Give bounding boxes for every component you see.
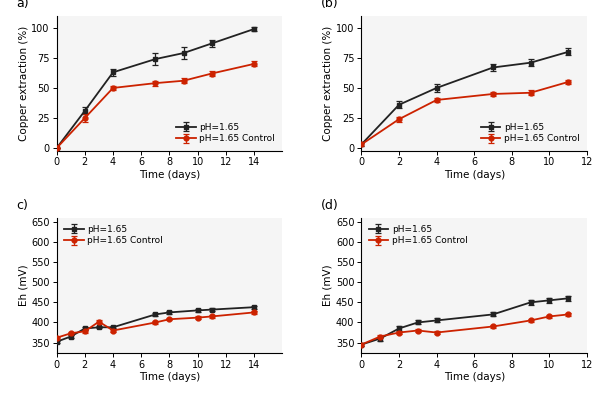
X-axis label: Time (days): Time (days) xyxy=(443,372,505,382)
Y-axis label: Copper extraction (%): Copper extraction (%) xyxy=(323,26,333,141)
Legend: pH=1.65, pH=1.65 Control: pH=1.65, pH=1.65 Control xyxy=(173,120,278,146)
Legend: pH=1.65, pH=1.65 Control: pH=1.65, pH=1.65 Control xyxy=(478,120,582,146)
Text: (b): (b) xyxy=(321,0,339,10)
X-axis label: Time (days): Time (days) xyxy=(139,170,200,180)
Y-axis label: Eh (mV): Eh (mV) xyxy=(323,264,333,306)
Text: c): c) xyxy=(16,199,28,212)
Y-axis label: Eh (mV): Eh (mV) xyxy=(18,264,28,306)
X-axis label: Time (days): Time (days) xyxy=(139,372,200,382)
X-axis label: Time (days): Time (days) xyxy=(443,170,505,180)
Legend: pH=1.65, pH=1.65 Control: pH=1.65, pH=1.65 Control xyxy=(366,222,470,248)
Text: (d): (d) xyxy=(321,199,339,212)
Legend: pH=1.65, pH=1.65 Control: pH=1.65, pH=1.65 Control xyxy=(61,222,166,248)
Text: a): a) xyxy=(16,0,29,10)
Y-axis label: Copper extraction (%): Copper extraction (%) xyxy=(18,26,29,141)
